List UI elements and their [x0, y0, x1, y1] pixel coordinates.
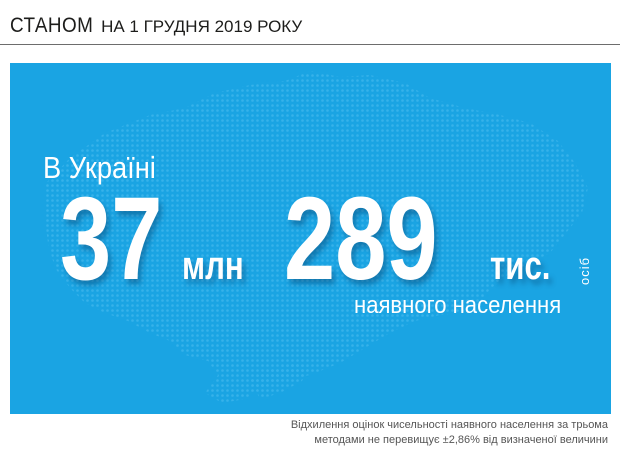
- ukraine-map-icon: [44, 71, 588, 403]
- title-date: НА 1 ГРУДНЯ 2019 РОКУ: [101, 17, 303, 36]
- header-divider: [0, 44, 620, 45]
- millions-value: 37: [60, 173, 163, 305]
- population-description: наявного населення: [354, 292, 562, 319]
- population-card: В Україні 37 млн 289 тис. осіб наявного …: [10, 63, 611, 414]
- footnote-line-2: методами не перевищує ±2,86% від визначе…: [314, 434, 608, 446]
- millions-unit: млн: [182, 244, 244, 288]
- persons-label: осіб: [577, 256, 592, 285]
- page-title: СТАНОМ НА 1 ГРУДНЯ 2019 РОКУ: [10, 14, 302, 38]
- thousands-value: 289: [284, 173, 438, 305]
- country-label: В Україні: [43, 150, 156, 185]
- thousands-unit: тис.: [490, 244, 551, 288]
- title-bold: СТАНОМ: [10, 14, 94, 37]
- footnote-line-1: Відхилення оцінок чисельності наявного н…: [290, 419, 608, 431]
- footnote: Відхилення оцінок чисельності наявного н…: [248, 418, 608, 448]
